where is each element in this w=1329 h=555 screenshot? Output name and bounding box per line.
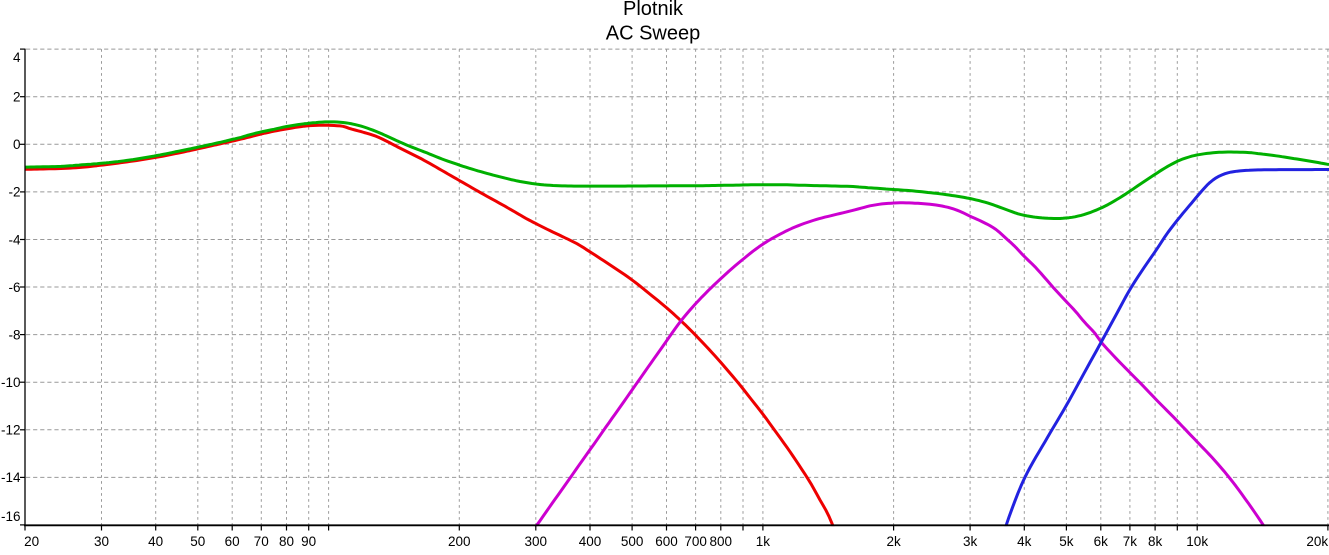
svg-text:-6: -6 — [8, 280, 20, 295]
svg-text:40: 40 — [148, 534, 163, 549]
svg-text:300: 300 — [525, 534, 548, 549]
svg-text:2: 2 — [13, 90, 21, 105]
svg-text:-14: -14 — [1, 470, 21, 485]
svg-text:5k: 5k — [1059, 534, 1074, 549]
svg-text:-16: -16 — [1, 509, 21, 524]
svg-text:-8: -8 — [8, 327, 20, 342]
svg-text:7k: 7k — [1123, 534, 1138, 549]
svg-text:4k: 4k — [1017, 534, 1032, 549]
svg-text:AC Sweep: AC Sweep — [606, 22, 701, 44]
svg-text:70: 70 — [254, 534, 269, 549]
svg-text:0: 0 — [13, 137, 21, 152]
svg-text:8k: 8k — [1148, 534, 1163, 549]
svg-text:500: 500 — [621, 534, 644, 549]
svg-text:80: 80 — [279, 534, 294, 549]
svg-text:700: 700 — [684, 534, 707, 549]
svg-text:60: 60 — [225, 534, 240, 549]
svg-text:3k: 3k — [963, 534, 978, 549]
svg-text:90: 90 — [301, 534, 316, 549]
svg-text:-4: -4 — [8, 232, 20, 247]
svg-text:600: 600 — [655, 534, 678, 549]
svg-text:50: 50 — [190, 534, 205, 549]
svg-text:-2: -2 — [8, 185, 20, 200]
svg-text:10k: 10k — [1186, 534, 1208, 549]
svg-text:-10: -10 — [1, 375, 21, 390]
svg-text:1k: 1k — [756, 534, 771, 549]
svg-text:4: 4 — [13, 50, 21, 65]
svg-text:400: 400 — [579, 534, 602, 549]
svg-text:6k: 6k — [1094, 534, 1109, 549]
svg-text:-12: -12 — [1, 423, 21, 438]
svg-text:Plotnik: Plotnik — [623, 0, 684, 20]
svg-text:30: 30 — [94, 534, 109, 549]
svg-text:800: 800 — [710, 534, 733, 549]
svg-text:20: 20 — [24, 534, 39, 549]
svg-text:20k: 20k — [1306, 534, 1328, 549]
svg-text:2k: 2k — [886, 534, 901, 549]
svg-text:200: 200 — [448, 534, 471, 549]
